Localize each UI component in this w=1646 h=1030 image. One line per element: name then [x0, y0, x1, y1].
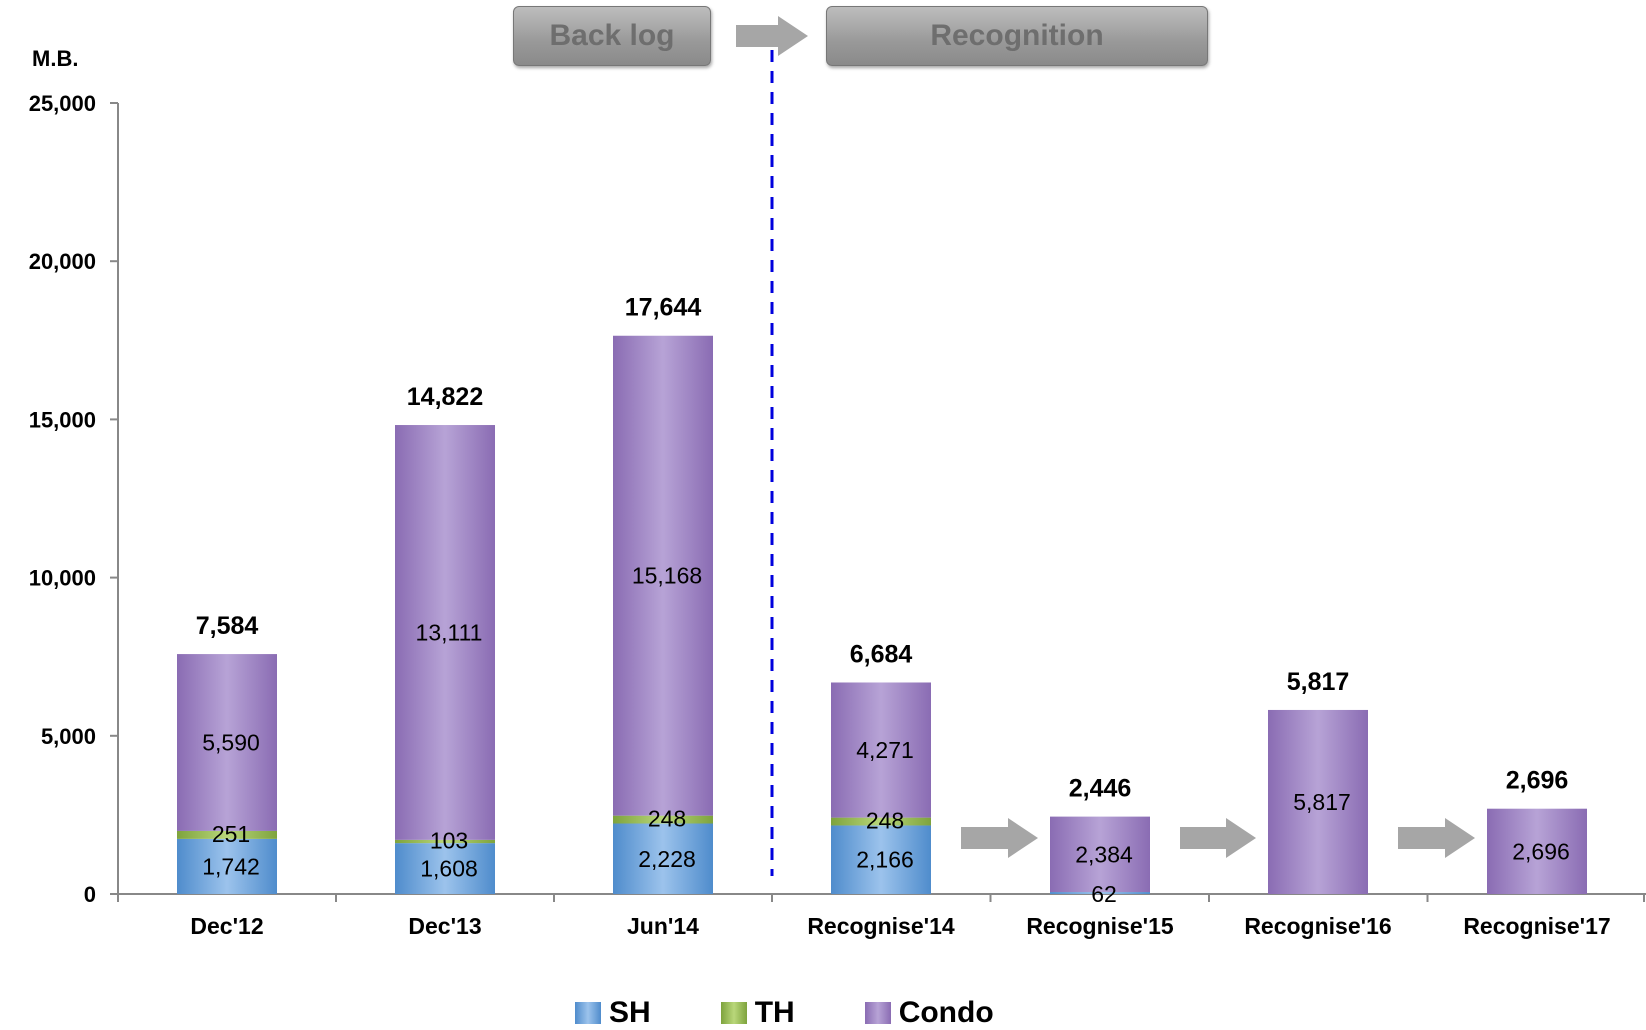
annotations — [736, 16, 1475, 876]
legend-item-th: TH — [720, 996, 795, 1030]
bar-segment-sh — [177, 838, 277, 894]
data-label-condo: 5,817 — [1293, 789, 1351, 815]
data-label-sh: 1,608 — [420, 856, 478, 882]
data-label-sh: 1,742 — [202, 853, 260, 879]
bar-segment-sh — [1050, 892, 1150, 894]
x-tick-label: Recognise'14 — [807, 913, 955, 939]
data-label-condo: 2,696 — [1512, 838, 1570, 864]
y-tick-label: 10,000 — [29, 566, 96, 591]
y-tick-label: 20,000 — [29, 249, 96, 274]
labels: Dec'12 Dec'13 Jun'14 Recognise'14 Recognise'… — [190, 294, 1610, 939]
data-label-condo: 5,590 — [202, 730, 260, 756]
x-tick-label: Recognise'17 — [1463, 913, 1610, 939]
total-label: 5,817 — [1287, 668, 1350, 696]
bar-segment-th — [613, 815, 713, 824]
data-label-sh: 2,228 — [638, 846, 696, 872]
legend-swatch-condo — [864, 1002, 891, 1024]
bar-segment-condo — [831, 682, 931, 818]
bar-segment-th — [177, 830, 277, 839]
bar-segment-sh — [613, 823, 713, 894]
x-tick-label: Jun'14 — [627, 913, 699, 939]
bar-segment-sh — [831, 825, 931, 894]
x-tick-label: Recognise'16 — [1244, 913, 1391, 939]
data-label-th: 251 — [212, 821, 250, 847]
header-arrow-icon — [736, 16, 808, 56]
recognition-header-label: Recognition — [930, 19, 1104, 52]
data-label-condo: 15,168 — [632, 563, 702, 589]
data-label-condo: 13,111 — [416, 619, 483, 645]
legend: SH TH Condo — [575, 996, 994, 1030]
data-label-condo: 4,271 — [856, 737, 914, 763]
backlog-header-label: Back log — [549, 19, 675, 52]
data-label-th: 248 — [866, 808, 904, 834]
legend-swatch-sh — [575, 1002, 601, 1024]
total-label: 17,644 — [625, 294, 702, 322]
recognition-header: Recognition — [826, 6, 1208, 66]
data-label-sh: 62 — [1091, 881, 1117, 907]
legend-label-condo: Condo — [898, 996, 994, 1029]
y-tick-label: 15,000 — [29, 407, 96, 432]
bar-segment-condo — [1268, 709, 1368, 894]
y-tick-label: 0 — [84, 882, 96, 907]
bar-segment-condo — [177, 654, 277, 831]
data-label-th: 248 — [648, 806, 686, 832]
backlog-header: Back log — [513, 6, 711, 66]
bar-segment-sh — [395, 843, 495, 894]
x-tick-label: Dec'12 — [190, 913, 263, 939]
progression-arrow-icon — [961, 818, 1038, 858]
x-tick-label: Recognise'15 — [1026, 913, 1174, 939]
progression-arrow-icon — [1398, 818, 1475, 858]
bar-segment-condo — [1050, 816, 1150, 893]
bar-segment-th — [395, 839, 495, 844]
data-label-condo: 2,384 — [1075, 841, 1133, 867]
legend-item-condo: Condo — [864, 996, 994, 1030]
bar-segment-condo — [395, 425, 495, 840]
bar-segment-condo — [613, 335, 713, 816]
total-label: 7,584 — [196, 612, 259, 640]
total-label: 6,684 — [850, 640, 913, 668]
y-tick-label: 25,000 — [29, 91, 96, 116]
data-label-th: 103 — [430, 827, 468, 853]
legend-label-th: TH — [754, 996, 795, 1029]
legend-label-sh: SH — [609, 996, 651, 1029]
y-tick-label: 5,000 — [41, 724, 96, 749]
bar-segment-condo — [1487, 808, 1587, 894]
legend-item-sh: SH — [575, 996, 651, 1030]
y-unit-label: M.B. — [32, 46, 78, 71]
total-label: 2,696 — [1506, 767, 1569, 795]
total-label: 14,822 — [407, 383, 483, 411]
bar-segment-th — [831, 817, 931, 826]
data-label-sh: 2,166 — [856, 847, 914, 873]
total-label: 2,446 — [1069, 775, 1132, 803]
bars — [177, 335, 1587, 894]
x-tick-label: Dec'13 — [408, 913, 481, 939]
axes: 0 5,000 10,000 15,000 20,000 25,000 M.B. — [29, 46, 1646, 907]
progression-arrow-icon — [1180, 818, 1256, 858]
legend-swatch-th — [720, 1002, 747, 1024]
